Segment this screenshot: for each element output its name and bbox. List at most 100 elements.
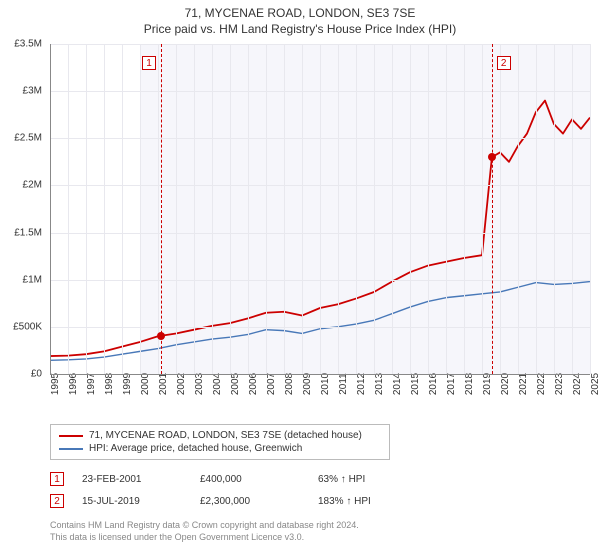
gridline — [86, 44, 87, 374]
footer-line: Contains HM Land Registry data © Crown c… — [50, 520, 359, 532]
x-axis-label: 2025 — [590, 373, 600, 395]
y-axis-label: £2.5M — [14, 133, 42, 144]
x-axis-label: 2019 — [482, 373, 493, 395]
chart-container: 71, MYCENAE ROAD, LONDON, SE3 7SE Price … — [0, 0, 600, 560]
gridline — [356, 44, 357, 374]
title-block: 71, MYCENAE ROAD, LONDON, SE3 7SE Price … — [0, 0, 600, 36]
y-axis-label: £3M — [23, 86, 42, 97]
x-axis-label: 1996 — [68, 373, 79, 395]
sale-marker-box: 1 — [142, 56, 156, 70]
x-axis-label: 2005 — [230, 373, 241, 395]
sale-marker-line — [492, 44, 493, 374]
sale-marker-icon: 1 — [50, 472, 64, 486]
y-axis-label: £0 — [31, 369, 42, 380]
gridline — [410, 44, 411, 374]
gridline — [374, 44, 375, 374]
x-axis-label: 2014 — [392, 373, 403, 395]
gridline — [338, 44, 339, 374]
gridline — [518, 44, 519, 374]
gridline — [158, 44, 159, 374]
gridline — [284, 44, 285, 374]
sale-price: £2,300,000 — [200, 496, 300, 507]
chart-title: 71, MYCENAE ROAD, LONDON, SE3 7SE — [0, 6, 600, 20]
y-axis-label: £2M — [23, 180, 42, 191]
gridline — [572, 44, 573, 374]
x-axis-label: 2010 — [320, 373, 331, 395]
sale-marker-box: 2 — [497, 56, 511, 70]
x-axis-label: 2000 — [140, 373, 151, 395]
sale-marker-icon: 2 — [50, 494, 64, 508]
x-axis-label: 2016 — [428, 373, 439, 395]
x-axis-label: 2004 — [212, 373, 223, 395]
x-axis-label: 1998 — [104, 373, 115, 395]
table-row: 2 15-JUL-2019 £2,300,000 183% ↑ HPI — [50, 490, 418, 512]
x-axis-label: 1995 — [50, 373, 61, 395]
x-axis-label: 1997 — [86, 373, 97, 395]
legend-item: 71, MYCENAE ROAD, LONDON, SE3 7SE (detac… — [59, 429, 381, 442]
x-axis-label: 2023 — [554, 373, 565, 395]
x-axis-label: 2009 — [302, 373, 313, 395]
x-axis-label: 2015 — [410, 373, 421, 395]
gridline — [320, 44, 321, 374]
x-axis-label: 2002 — [176, 373, 187, 395]
chart-area: £0£500K£1M£1.5M£2M£2.5M£3M£3.5M199519961… — [50, 44, 590, 374]
gridline — [194, 44, 195, 374]
x-axis-label: 2017 — [446, 373, 457, 395]
legend-item: HPI: Average price, detached house, Gree… — [59, 442, 381, 455]
axis-line — [50, 44, 51, 374]
sale-marker-line — [161, 44, 162, 374]
gridline — [392, 44, 393, 374]
sale-price: £400,000 — [200, 474, 300, 485]
x-axis-label: 2013 — [374, 373, 385, 395]
y-axis-label: £3.5M — [14, 39, 42, 50]
legend-label: 71, MYCENAE ROAD, LONDON, SE3 7SE (detac… — [89, 430, 362, 441]
x-axis-label: 2003 — [194, 373, 205, 395]
x-axis-label: 2024 — [572, 373, 583, 395]
x-axis-label: 2020 — [500, 373, 511, 395]
axis-line — [50, 374, 590, 375]
sale-hpi: 63% ↑ HPI — [318, 474, 418, 485]
sale-marker-dot — [488, 153, 496, 161]
x-axis-label: 2007 — [266, 373, 277, 395]
legend: 71, MYCENAE ROAD, LONDON, SE3 7SE (detac… — [50, 424, 390, 460]
x-axis-label: 2011 — [338, 373, 349, 395]
sales-table: 1 23-FEB-2001 £400,000 63% ↑ HPI 2 15-JU… — [50, 468, 418, 512]
legend-label: HPI: Average price, detached house, Gree… — [89, 443, 302, 454]
footer-line: This data is licensed under the Open Gov… — [50, 532, 359, 544]
gridline — [482, 44, 483, 374]
legend-swatch — [59, 448, 83, 450]
gridline — [68, 44, 69, 374]
sale-hpi: 183% ↑ HPI — [318, 496, 418, 507]
y-axis-label: £1.5M — [14, 227, 42, 238]
gridline — [140, 44, 141, 374]
footer: Contains HM Land Registry data © Crown c… — [50, 520, 359, 543]
gridline — [104, 44, 105, 374]
table-row: 1 23-FEB-2001 £400,000 63% ↑ HPI — [50, 468, 418, 490]
gridline — [554, 44, 555, 374]
gridline — [500, 44, 501, 374]
sale-marker-dot — [157, 332, 165, 340]
gridline — [248, 44, 249, 374]
gridline — [302, 44, 303, 374]
x-axis-label: 2018 — [464, 373, 475, 395]
gridline — [266, 44, 267, 374]
x-axis-label: 1999 — [122, 373, 133, 395]
y-axis-label: £500K — [13, 321, 42, 332]
sale-date: 23-FEB-2001 — [82, 474, 182, 485]
gridline — [230, 44, 231, 374]
chart-subtitle: Price paid vs. HM Land Registry's House … — [0, 22, 600, 36]
x-axis-label: 2021 — [518, 373, 529, 395]
gridline — [446, 44, 447, 374]
legend-swatch — [59, 435, 83, 437]
x-axis-label: 2001 — [158, 373, 169, 395]
x-axis-label: 2006 — [248, 373, 259, 395]
gridline — [428, 44, 429, 374]
x-axis-label: 2012 — [356, 373, 367, 395]
gridline — [122, 44, 123, 374]
x-axis-label: 2008 — [284, 373, 295, 395]
gridline — [590, 44, 591, 374]
y-axis-label: £1M — [23, 274, 42, 285]
gridline — [212, 44, 213, 374]
gridline — [464, 44, 465, 374]
gridline — [536, 44, 537, 374]
